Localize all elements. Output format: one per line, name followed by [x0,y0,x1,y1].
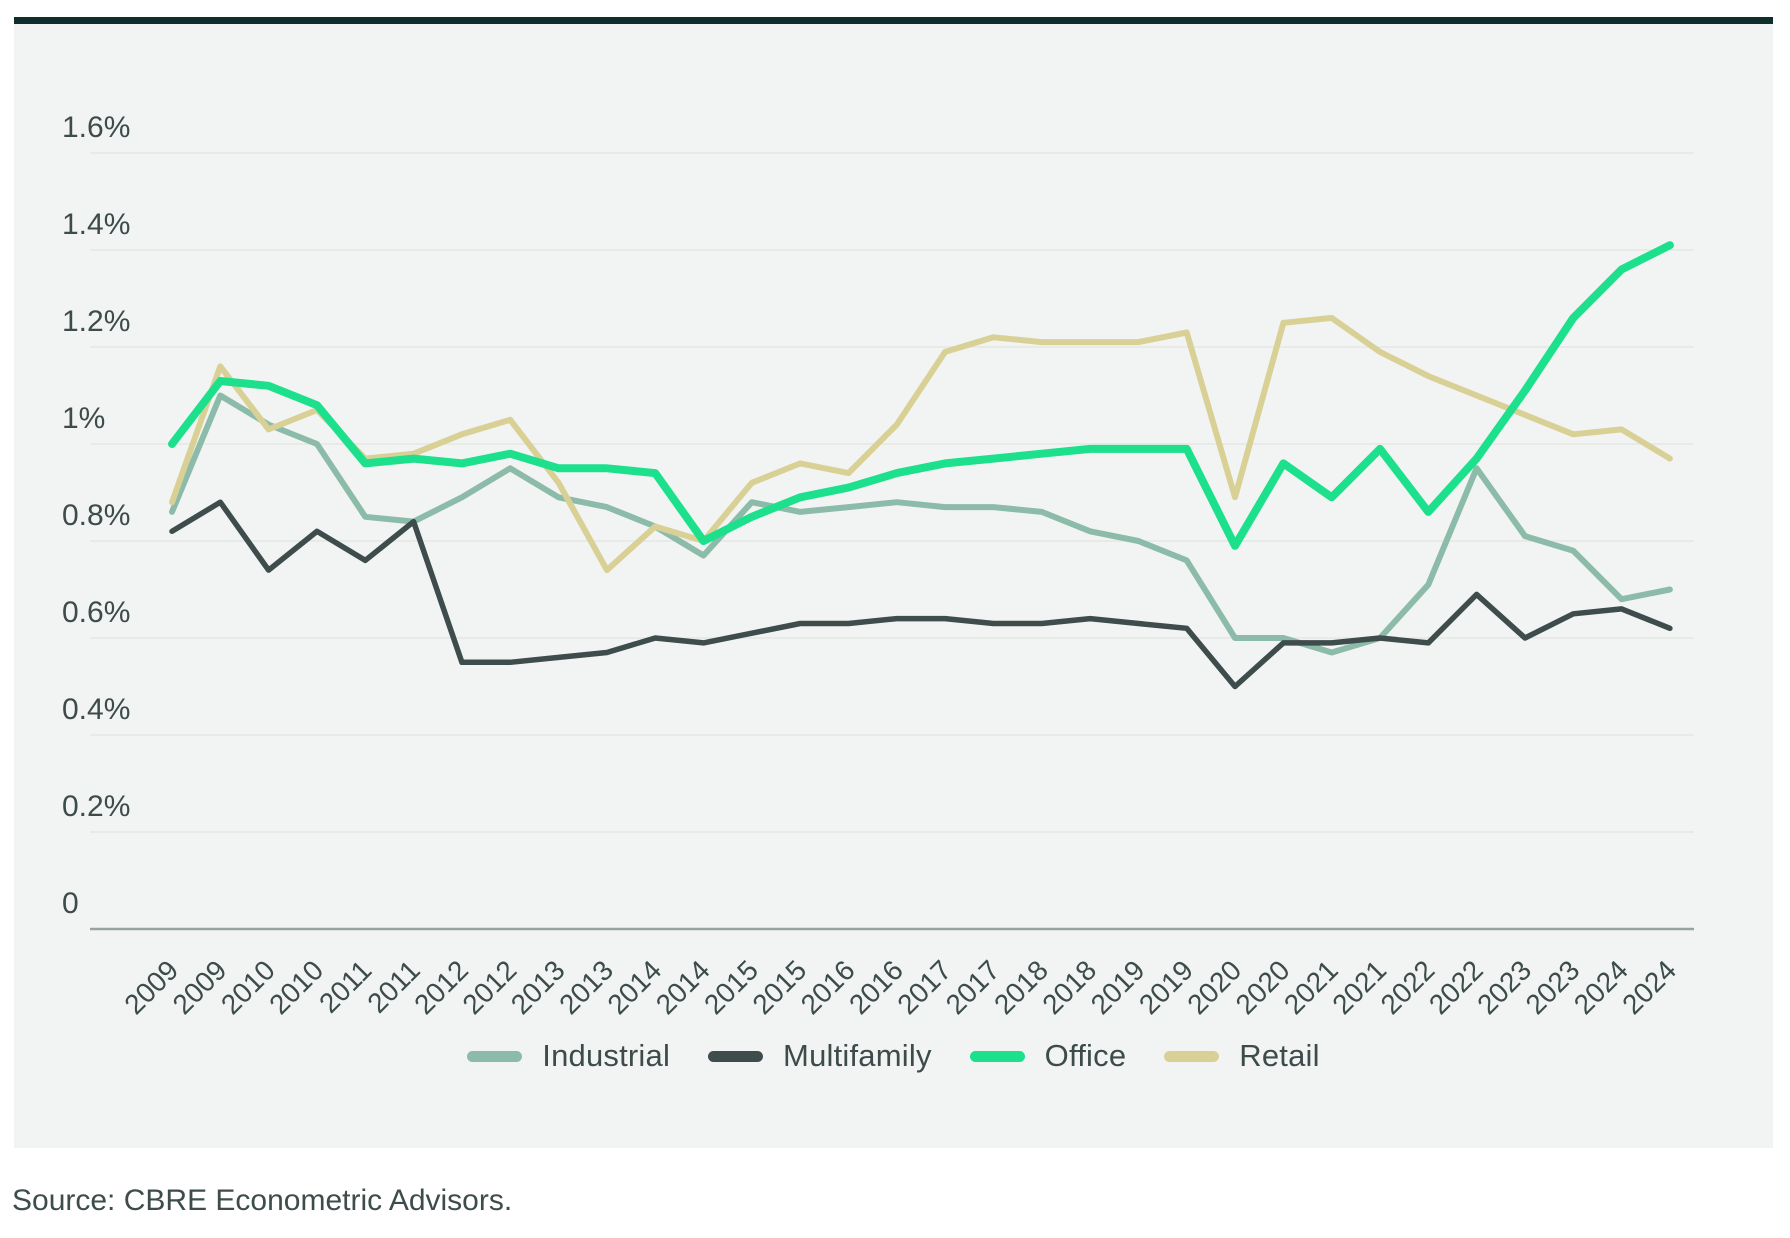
x-tick-label: 2014 [650,954,716,1020]
series-line-retail [169,314,1673,574]
x-tick-label: 2024 [1616,954,1682,1020]
x-tick-label: 2013 [553,954,619,1020]
x-tick-label: 2023 [1520,954,1586,1020]
series-line-multifamily [169,499,1673,690]
x-tick-label: 2015 [698,954,764,1020]
legend-label-office: Office [1044,1038,1127,1073]
retail-swatch-icon [1164,1050,1220,1062]
x-tick-label: 2017 [891,954,957,1020]
y-tick-label: 0.2% [62,790,130,823]
x-tick-label: 2022 [1423,954,1489,1020]
x-tick-label: 2014 [601,954,667,1020]
x-tick-label: 2016 [795,954,861,1020]
series-line-office [168,241,1674,550]
x-tick-label: 2023 [1471,954,1537,1020]
x-tick-label: 2022 [1375,954,1441,1020]
line-chart: 1.6%1.4%1.2%1%0.8%0.6%0.4%0.2%0200920092… [62,111,1694,1020]
x-tick-label: 2020 [1230,954,1296,1020]
y-tick-label: 0.4% [62,693,130,726]
x-tick-label: 2011 [361,954,426,1019]
x-tick-label: 2021 [1278,954,1344,1020]
legend-item-multifamily: Multifamily [708,1038,932,1074]
y-tick-label: 0.8% [62,499,130,532]
x-tick-label: 2011 [313,954,378,1019]
x-tick-label: 2018 [988,954,1054,1020]
legend-label-multifamily: Multifamily [783,1038,932,1073]
x-tick-label: 2019 [1085,954,1151,1020]
x-tick-label: 2016 [843,954,909,1020]
x-tick-label: 2019 [1133,954,1199,1020]
y-tick-label: 1.6% [62,111,130,144]
x-tick-label: 2021 [1326,954,1392,1020]
x-tick-label: 2024 [1568,954,1634,1020]
x-tick-label: 2012 [408,954,474,1020]
office-swatch-icon [969,1050,1025,1062]
multifamily-swatch-icon [708,1050,764,1062]
legend-item-retail: Retail [1164,1038,1320,1074]
legend-item-office: Office [969,1038,1127,1074]
x-tick-label: 2010 [263,954,329,1020]
x-tick-label: 2010 [215,954,281,1020]
industrial-swatch-icon [467,1050,523,1062]
y-tick-label: 1% [62,402,105,435]
y-tick-label: 1.2% [62,305,130,338]
chart-card: 1.6% 1.4% 1.2% 1% 0.8% 0.6% 0.4% 0.2% 0 2009 2009 2… [14,17,1773,1148]
x-tick-label: 2018 [1036,954,1102,1020]
legend-label-industrial: Industrial [542,1038,671,1073]
x-tick-label: 2015 [746,954,812,1020]
source-note: Source: CBRE Econometric Advisors. [12,1184,513,1217]
x-tick-label: 2009 [167,954,233,1020]
x-tick-label: 2020 [1181,954,1247,1020]
series-line-industrial [169,392,1673,656]
legend-item-industrial: Industrial [467,1038,670,1074]
chart-legend: Industrial Multifamily Office Retail [14,1038,1773,1074]
y-tick-label: 0 [62,887,79,920]
legend-label-retail: Retail [1239,1038,1320,1073]
x-tick-label: 2009 [118,954,184,1020]
x-tick-label: 2013 [505,954,571,1020]
x-tick-label: 2017 [940,954,1006,1020]
y-tick-label: 0.6% [62,596,130,629]
y-tick-label: 1.4% [62,208,130,241]
x-tick-label: 2012 [457,954,523,1020]
